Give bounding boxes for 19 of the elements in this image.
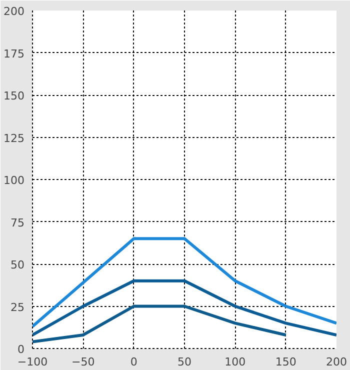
y-tick-label: 200	[4, 5, 25, 18]
y-tick-label: 125	[4, 132, 25, 145]
y-tick-label: 100	[4, 174, 25, 187]
x-tick-label: −100	[17, 356, 48, 368]
x-tick-label: 0	[130, 356, 138, 368]
y-tick-label: 0	[18, 343, 24, 356]
x-tick-label: 200	[326, 356, 347, 368]
x-tick-label: 50	[178, 356, 192, 368]
x-tick-label: 150	[275, 356, 296, 368]
y-tick-label: 50	[10, 258, 25, 272]
y-tick-label: 75	[10, 216, 25, 230]
y-tick-label: 25	[10, 300, 25, 314]
y-tick-label: 150	[4, 90, 25, 102]
line-series	[32, 304, 288, 344]
line-series	[32, 279, 336, 336]
y-tick-label: 175	[4, 47, 25, 60]
line-series	[32, 237, 336, 328]
x-tick-label: −50	[72, 356, 95, 368]
x-tick-label: 100	[224, 356, 246, 368]
